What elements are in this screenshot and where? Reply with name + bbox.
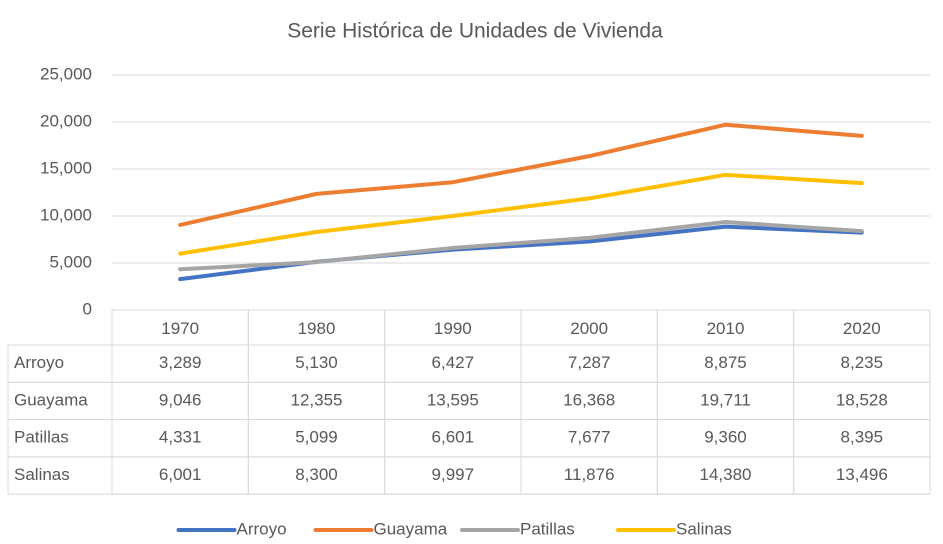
table-value: 9,046: [159, 390, 202, 409]
table-value: 6,001: [159, 465, 202, 484]
table-value: 3,289: [159, 353, 202, 372]
table-value: 6,601: [432, 428, 475, 447]
chart-title: Serie Histórica de Unidades de Vivienda: [287, 20, 663, 43]
y-tick-label: 0: [83, 299, 92, 318]
table-value: 8,395: [841, 428, 884, 447]
table-value: 5,099: [295, 428, 338, 447]
x-tick-label: 1990: [434, 319, 472, 338]
x-tick-label: 2000: [570, 319, 608, 338]
x-tick-label: 1970: [161, 319, 199, 338]
table-value: 14,380: [700, 465, 752, 484]
series-line: [178, 122, 864, 227]
row-label: Salinas: [14, 465, 70, 484]
legend-label: Guayama: [374, 519, 448, 538]
table-value: 13,595: [427, 390, 479, 409]
row-label: Patillas: [14, 428, 69, 447]
table-value: 18,528: [836, 390, 888, 409]
y-tick-label: 5,000: [49, 252, 92, 271]
table-value: 8,300: [295, 465, 338, 484]
series-line: [178, 220, 864, 272]
table-value: 4,331: [159, 428, 202, 447]
table-value: 9,360: [704, 428, 747, 447]
row-label: Arroyo: [14, 353, 64, 372]
table-value: 8,235: [841, 353, 884, 372]
table-value: 12,355: [291, 390, 343, 409]
table-value: 19,711: [700, 390, 751, 409]
x-tick-label: 1980: [298, 319, 336, 338]
table-value: 11,876: [564, 465, 615, 484]
x-tick-label: 2020: [843, 319, 881, 338]
y-tick-label: 15,000: [40, 158, 92, 177]
table-value: 13,496: [836, 465, 888, 484]
legend-label: Salinas: [676, 519, 732, 538]
table-value: 5,130: [295, 353, 338, 372]
table-value: 9,997: [432, 465, 475, 484]
x-tick-label: 2010: [707, 319, 745, 338]
table-value: 8,875: [704, 353, 747, 372]
table-value: 7,287: [568, 353, 611, 372]
series-line: [178, 172, 864, 256]
table-value: 7,677: [568, 428, 611, 447]
series-line: [178, 224, 864, 282]
y-tick-label: 10,000: [40, 205, 92, 224]
table-value: 16,368: [563, 390, 615, 409]
table-value: 6,427: [432, 353, 475, 372]
y-tick-label: 20,000: [40, 111, 92, 130]
legend-label: Arroyo: [237, 519, 287, 538]
legend-label: Patillas: [520, 519, 575, 538]
row-label: Guayama: [14, 390, 88, 409]
y-tick-label: 25,000: [40, 64, 92, 83]
